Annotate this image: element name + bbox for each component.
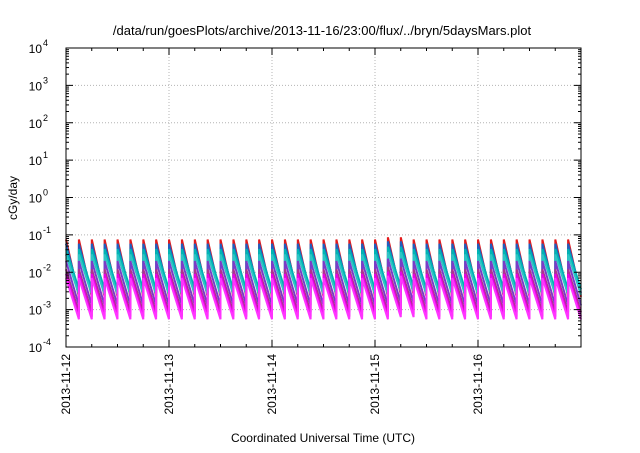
y-tick-label: 10	[29, 266, 43, 280]
y-tick-exponent: -1	[43, 225, 51, 235]
y-tick-exponent: 4	[43, 38, 48, 48]
y-tick-label: 10	[29, 229, 43, 243]
series-group	[65, 237, 582, 320]
x-tick-label: 2013-11-14	[265, 354, 279, 415]
y-tick-exponent: 1	[43, 150, 48, 160]
y-tick-exponent: 0	[43, 188, 48, 198]
y-tick-label: 10	[29, 341, 43, 355]
y-axis-label: cGy/day	[6, 176, 20, 220]
y-tick-label: 10	[29, 304, 43, 318]
x-tick-label: 2013-11-16	[471, 354, 485, 415]
y-tick-exponent: 3	[43, 75, 48, 85]
x-axis: 2013-11-12 2013-11-13 2013-11-14 2013-11-15…	[59, 48, 556, 415]
y-tick-exponent: 2	[43, 113, 48, 123]
y-tick-exponent: -4	[43, 337, 51, 347]
x-tick-label: 2013-11-13	[162, 354, 176, 415]
y-tick-exponent: -3	[43, 300, 51, 310]
y-tick-label: 10	[29, 192, 43, 206]
x-axis-label: Coordinated Universal Time (UTC)	[231, 431, 415, 445]
x-tick-label: 2013-11-15	[368, 354, 382, 415]
y-tick-label: 10	[29, 154, 43, 168]
y-tick-exponent: -2	[43, 262, 51, 272]
y-tick-label: 10	[29, 117, 43, 131]
chart-title: /data/run/goesPlots/archive/2013-11-16/2…	[113, 23, 532, 38]
y-tick-label: 10	[29, 42, 43, 56]
series-line	[65, 275, 582, 320]
y-tick-label: 10	[29, 79, 43, 93]
x-tick-label: 2013-11-12	[59, 354, 73, 415]
